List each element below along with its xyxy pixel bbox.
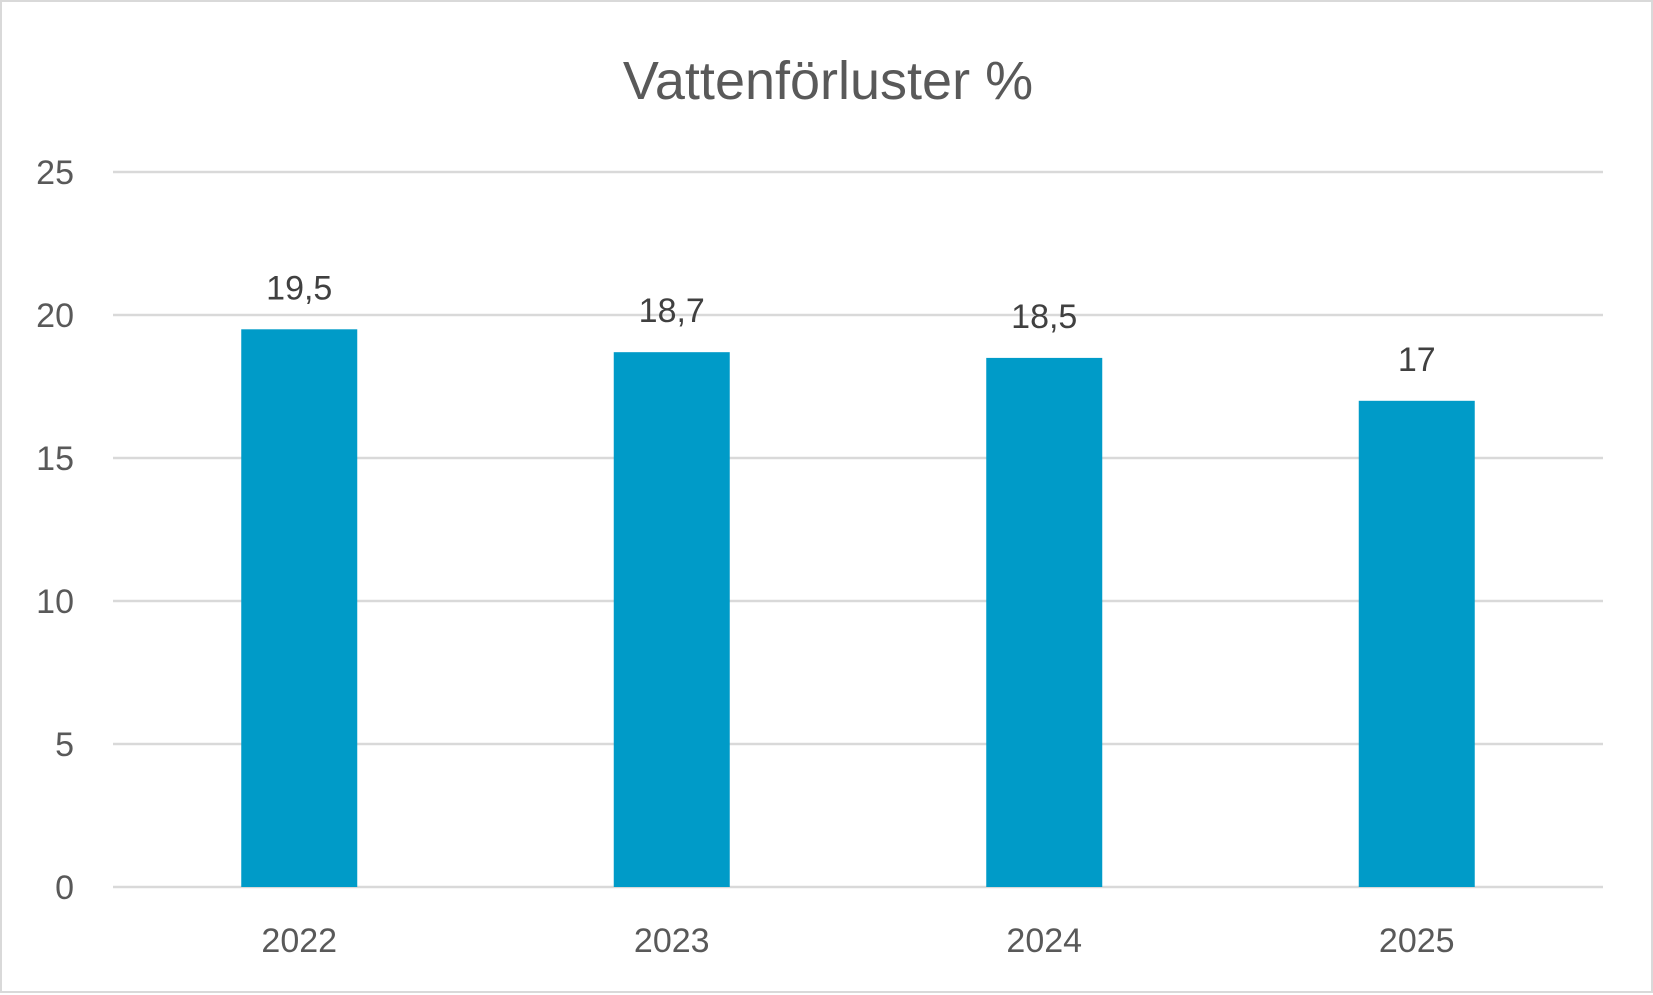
x-tick-label: 2022 [261,922,337,960]
x-tick-label: 2025 [1379,922,1455,960]
data-label: 17 [1398,341,1436,379]
data-label: 19,5 [266,269,332,307]
bar-2023 [613,352,730,887]
y-tick-label: 10 [36,583,74,621]
chart-title: Vattenförluster % [623,51,1033,111]
y-tick-label: 0 [55,869,74,907]
x-tick-label: 2024 [1006,922,1082,960]
y-tick-label: 25 [36,154,74,192]
x-axis-ticks: 2022 2023 2024 2025 [261,922,1454,960]
data-label: 18,7 [639,292,705,330]
y-tick-label: 5 [55,726,74,764]
x-tick-label: 2023 [634,922,710,960]
bar-2022 [241,329,358,887]
y-tick-label: 15 [36,440,74,478]
data-label: 18,5 [1011,298,1077,336]
bars [241,329,1475,887]
y-axis-ticks: 0 5 10 15 20 25 [36,154,74,907]
data-labels: 19,5 18,7 18,5 17 [266,269,1436,379]
gridlines [113,170,1603,889]
y-tick-label: 20 [36,297,74,335]
bar-2025 [1358,400,1475,887]
bar-2024 [986,357,1103,887]
